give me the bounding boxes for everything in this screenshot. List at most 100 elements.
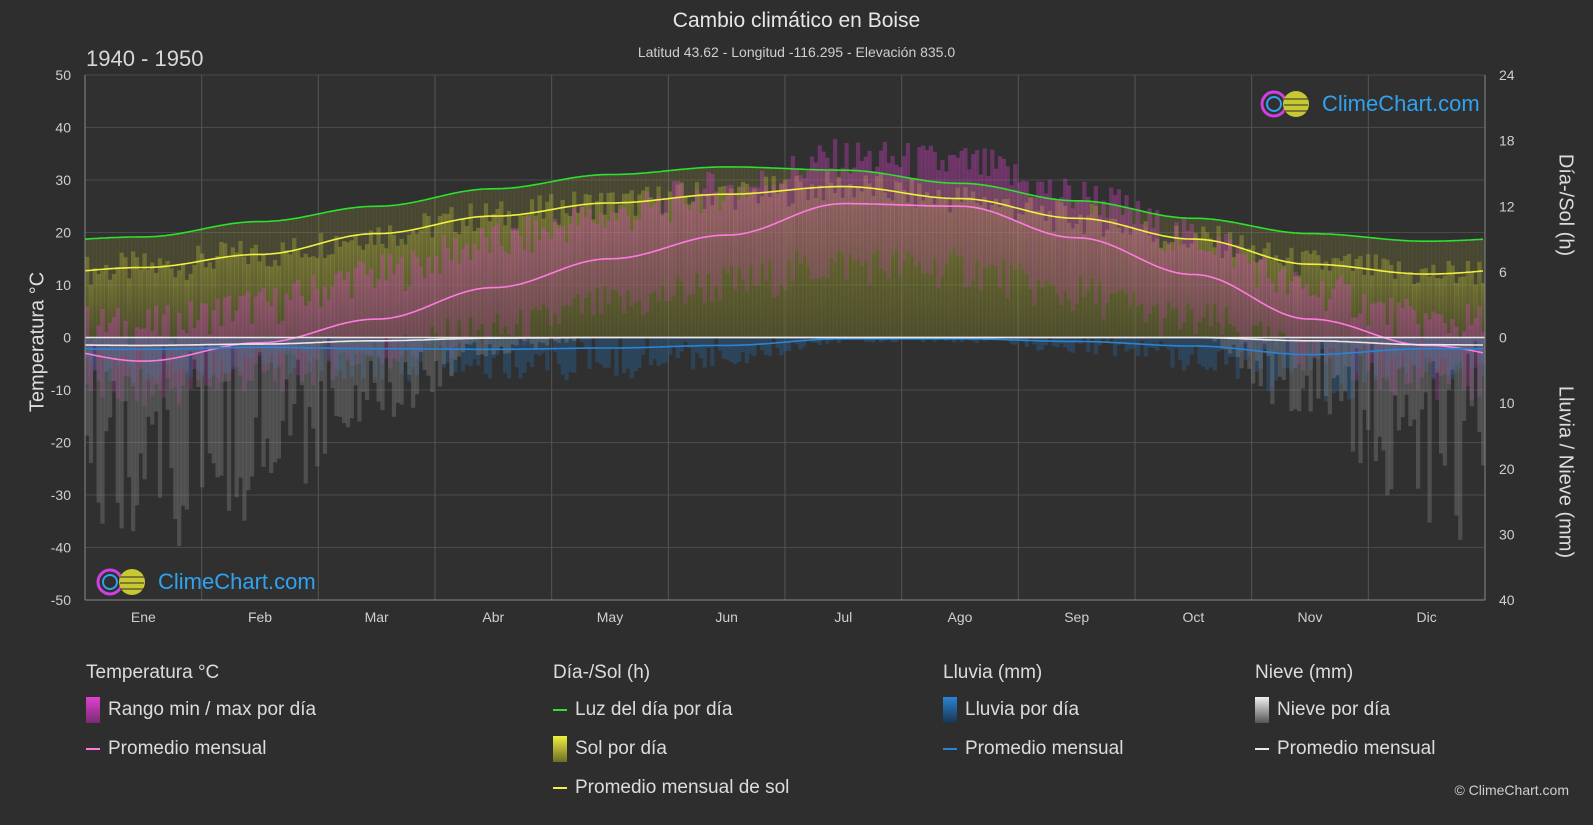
temp-range-bar (1139, 224, 1145, 304)
snow-bar (288, 337, 293, 436)
daylight-bar (771, 168, 776, 177)
temp-range-bar (1212, 255, 1217, 305)
daylight-bar (748, 167, 753, 194)
daylight-bar (1262, 228, 1267, 249)
sun-bar (115, 266, 120, 338)
snow-bar (1408, 337, 1413, 427)
daylight-bar (184, 232, 189, 280)
temp-range-bar (1028, 198, 1033, 290)
snow-bar (449, 337, 454, 377)
rain-bar (1339, 337, 1344, 384)
rain-bar (1404, 337, 1409, 373)
temp-range-bar (756, 187, 761, 286)
daylight-bar (226, 224, 232, 258)
daylight-bar (733, 166, 738, 210)
daylight-bar (487, 188, 492, 222)
rain-bar (330, 337, 335, 344)
temp-range-bar (606, 220, 611, 304)
snow-bar (365, 337, 370, 401)
daylight-bar (92, 238, 97, 269)
temp-range-bar (1162, 251, 1168, 319)
temp-range-bar (299, 296, 305, 382)
temp-range-bar (380, 254, 385, 364)
temp-range-bar (1120, 214, 1125, 290)
rain-bar (664, 337, 669, 363)
temp-range-bar (1231, 267, 1237, 327)
temp-range-bar (1389, 297, 1394, 392)
daylight-bar (192, 230, 197, 265)
temp-range-bar (1308, 296, 1313, 338)
sun-bar (1392, 278, 1398, 338)
temp-range-bar (123, 320, 128, 377)
sun-bar (92, 268, 97, 338)
sun-bar (407, 234, 412, 338)
rain-bar (180, 337, 186, 368)
temp-range-bar (399, 257, 404, 357)
temp-range-bar (1346, 284, 1352, 343)
sun-bar (134, 257, 140, 338)
rain-bar (1166, 337, 1171, 350)
temp-range-bar (1461, 331, 1467, 391)
daylight-bar (1228, 221, 1233, 233)
daylight-bar (284, 219, 289, 251)
logo-top[interactable]: ClimeChart.com (1260, 88, 1480, 120)
sun-bar (269, 266, 274, 338)
daylight-bar (537, 183, 542, 196)
daylight-bar (587, 175, 592, 195)
snow-bar (146, 337, 151, 417)
temp-range-bar (441, 235, 446, 349)
chart-lines (85, 166, 1485, 362)
rain-bar (890, 337, 895, 343)
daylight-bar (414, 201, 420, 234)
x-tick-label: Jun (715, 609, 738, 625)
daylight-bar (717, 166, 723, 187)
snow-bar (1297, 337, 1302, 412)
snow-bar (1473, 337, 1478, 342)
temp-range-bar (656, 195, 661, 302)
snow-bar (541, 337, 546, 344)
temp-range-bar (1135, 200, 1141, 307)
sun-bar (1438, 278, 1444, 338)
daylight-bar (265, 221, 270, 266)
snow-bar (1281, 337, 1286, 380)
daylight-bar (1270, 229, 1275, 260)
rain-bar (430, 337, 435, 348)
snow-bar (464, 337, 469, 344)
temp-range-bar (1339, 275, 1344, 340)
snow-bar (242, 337, 247, 521)
sun-bar (150, 262, 155, 338)
rain-bar (226, 337, 232, 373)
temp-range-bar (1297, 278, 1302, 364)
daylight-bar (1419, 241, 1425, 269)
temp-range-bar (575, 225, 581, 295)
temp-range-bar (817, 145, 822, 279)
daylight-bar (664, 170, 669, 213)
daylight-bar (341, 209, 347, 242)
sun-bar (288, 254, 293, 338)
sun-bar (88, 284, 94, 338)
daylight-bar (560, 179, 565, 201)
temp-range-bar (790, 155, 795, 282)
daylight-bar (391, 205, 397, 235)
snow-bar (422, 337, 427, 371)
rain-bar (391, 337, 397, 351)
snow-bar (292, 337, 297, 405)
temp-range-bar (1178, 245, 1183, 330)
daylight-bar (1438, 241, 1444, 279)
daylight-bar (249, 221, 255, 249)
daylight-bar (261, 221, 266, 254)
daylight-bar (645, 172, 650, 187)
logo-bottom[interactable]: ClimeChart.com (96, 566, 316, 598)
sun-bar (1469, 272, 1474, 338)
snow-bar (418, 337, 423, 352)
temp-range-bar (1055, 199, 1060, 295)
temp-range-bar (882, 141, 888, 272)
rain-bar (648, 337, 654, 366)
sun-bar (852, 197, 857, 338)
legend-item: Promedio mensual de sol (553, 775, 789, 801)
temp-range-bar (821, 151, 826, 277)
temp-range-bar (955, 157, 960, 257)
temp-range-bar (564, 242, 569, 305)
sun-bar (403, 244, 408, 338)
temp-range-bar (537, 239, 542, 311)
